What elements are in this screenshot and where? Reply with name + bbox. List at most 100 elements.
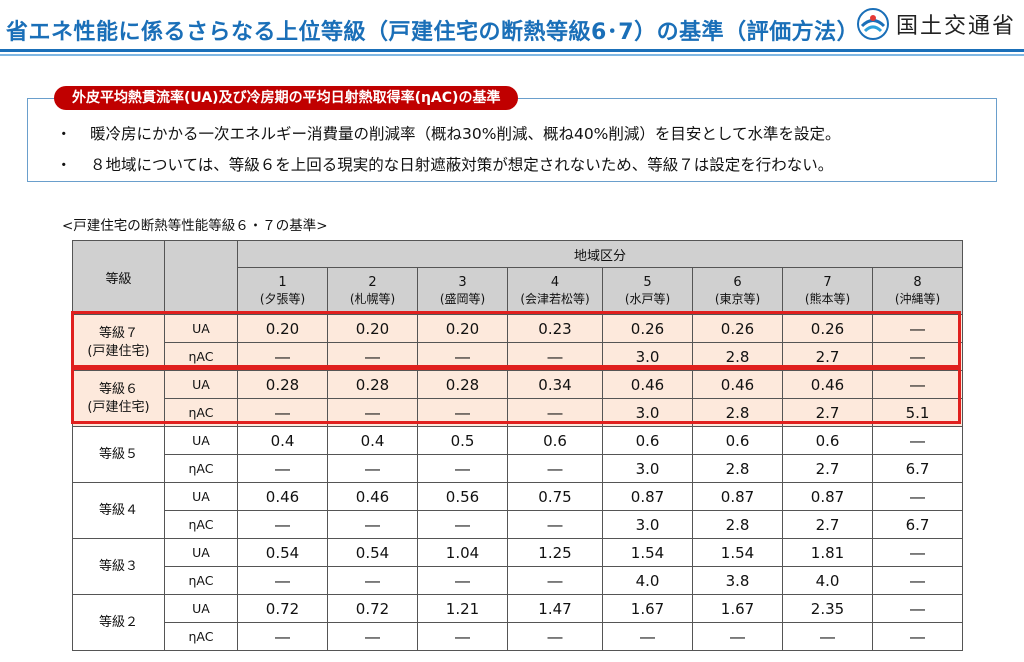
value-cell: 6.7 <box>871 454 964 483</box>
value-cell: 0.26 <box>782 314 873 343</box>
region-number: 8 <box>913 275 922 290</box>
metric-label: UA <box>164 426 238 455</box>
value-cell: 0.4 <box>327 426 418 455</box>
table-row: ηAC ― ― ― ― 3.0 2.8 2.7 ― <box>73 342 964 371</box>
value-cell: ― <box>327 566 418 595</box>
metric-label: ηAC <box>164 510 238 539</box>
value-cell: ― <box>602 622 693 651</box>
value-cell: 2.7 <box>782 454 873 483</box>
grade-name: 等級４ <box>98 502 138 518</box>
page-title: 省エネ性能に係るさらなる上位等級（戸建住宅の断熱等級6･7）の基準（評価方法） <box>6 20 860 45</box>
table-row: ηAC ― ― ― ― ― ― ― ― <box>73 622 964 651</box>
region-city: (盛岡等) <box>439 292 486 306</box>
value-cell: ― <box>237 566 328 595</box>
value-cell: 0.6 <box>692 426 783 455</box>
header-region-7: 7 (熊本等) <box>782 267 873 315</box>
grade-name: 等級６ <box>98 381 138 397</box>
title-rule <box>0 49 1024 52</box>
value-cell: 0.28 <box>327 370 418 399</box>
value-cell: 6.7 <box>871 510 964 539</box>
value-cell: 0.6 <box>602 426 693 455</box>
metric-label: ηAC <box>164 342 238 371</box>
value-cell: 2.8 <box>692 398 783 427</box>
value-cell: ― <box>327 342 418 371</box>
value-cell: 1.67 <box>692 594 783 623</box>
value-cell: ― <box>871 622 964 651</box>
value-cell: ― <box>507 510 603 539</box>
value-cell: 0.54 <box>327 538 418 567</box>
value-cell: ― <box>417 342 508 371</box>
value-cell: ― <box>871 538 964 567</box>
table-row: 等級２ UA 0.72 0.72 1.21 1.47 1.67 1.67 2.35 ― <box>72 594 964 651</box>
grade-name: 等級３ <box>98 558 138 574</box>
value-cell: 1.54 <box>602 538 693 567</box>
value-cell: ― <box>782 622 873 651</box>
value-cell: ― <box>507 342 603 371</box>
value-cell: ― <box>692 622 783 651</box>
value-cell: 0.20 <box>417 314 508 343</box>
table-row: 等級４ UA 0.46 0.46 0.56 0.75 0.87 0.87 0.87 ― <box>72 482 964 539</box>
value-cell: 3.0 <box>602 342 693 371</box>
value-cell: 2.8 <box>692 454 783 483</box>
value-cell: 0.20 <box>327 314 418 343</box>
value-cell: 3.0 <box>602 398 693 427</box>
value-cell: 1.47 <box>507 594 603 623</box>
region-city: (夕張等) <box>259 292 306 306</box>
value-cell: 0.23 <box>507 314 603 343</box>
grade-cell: 等級２ <box>72 594 165 651</box>
region-city: (熊本等) <box>804 292 851 306</box>
value-cell: 2.8 <box>692 342 783 371</box>
region-city: (札幌等) <box>349 292 396 306</box>
value-cell: 2.35 <box>782 594 873 623</box>
table-row: ηAC ― ― ― ― 3.0 2.8 2.7 6.7 <box>73 510 964 539</box>
value-cell: 4.0 <box>602 566 693 595</box>
metric-label: UA <box>164 538 238 567</box>
bullet-item: ・暖冷房にかかる一次エネルギー消費量の削減率（概ね30%削減、概ね40%削減）を… <box>56 122 840 144</box>
value-cell: ― <box>417 622 508 651</box>
region-number: 5 <box>643 275 652 290</box>
table-row: 等級５ UA 0.4 0.4 0.5 0.6 0.6 0.6 0.6 ― <box>72 426 964 483</box>
region-number: 2 <box>368 275 377 290</box>
value-cell: 1.21 <box>417 594 508 623</box>
header-region-5: 5 (水戸等) <box>602 267 693 315</box>
value-cell: 0.72 <box>237 594 328 623</box>
value-cell: 0.46 <box>327 482 418 511</box>
value-cell: 0.26 <box>602 314 693 343</box>
region-city: (東京等) <box>714 292 761 306</box>
bullet-text: ８地域については、等級６を上回る現実的な日射遮蔽対策が想定されないため、等級７は… <box>90 156 834 174</box>
value-cell: ― <box>237 510 328 539</box>
title-rule-light <box>0 54 1024 56</box>
header-region-4: 4 (会津若松等) <box>507 267 603 315</box>
value-cell: 1.81 <box>782 538 873 567</box>
grade-name: 等級５ <box>98 446 138 462</box>
value-cell: 2.7 <box>782 342 873 371</box>
grade-note: (戸建住宅) <box>87 399 150 415</box>
metric-label: UA <box>164 594 238 623</box>
value-cell: ― <box>871 566 964 595</box>
header-region-8: 8 (沖縄等) <box>871 267 964 315</box>
value-cell: ― <box>507 454 603 483</box>
value-cell: 2.8 <box>692 510 783 539</box>
value-cell: ― <box>237 454 328 483</box>
header-region-3: 3 (盛岡等) <box>417 267 508 315</box>
value-cell: ― <box>237 342 328 371</box>
header-grade: 等級 <box>72 240 165 315</box>
value-cell: 0.56 <box>417 482 508 511</box>
value-cell: ― <box>327 622 418 651</box>
region-number: 3 <box>458 275 467 290</box>
value-cell: 0.87 <box>692 482 783 511</box>
grade-table: 等級 地域区分 1 (夕張等) 2 (札幌等) 3 (盛岡等) 4 (会津若松等) 5 (水戸等)… <box>72 240 964 651</box>
criteria-tab: 外皮平均熱貫流率(UA)及び冷房期の平均日射熱取得率(ηAC)の基準 <box>54 86 519 110</box>
header-region-2: 2 (札幌等) <box>327 267 418 315</box>
value-cell: ― <box>871 370 964 399</box>
value-cell: ― <box>871 482 964 511</box>
value-cell: ― <box>871 594 964 623</box>
bullet-mark: ・ <box>56 125 72 143</box>
grade-cell: 等級６ (戸建住宅) <box>72 370 165 427</box>
value-cell: 0.46 <box>782 370 873 399</box>
header-metric <box>164 240 238 315</box>
value-cell: ― <box>507 622 603 651</box>
value-cell: ― <box>417 454 508 483</box>
bullet-item: ・ ８地域については、等級６を上回る現実的な日射遮蔽対策が想定されないため、等級７… <box>56 153 833 175</box>
grade-name: 等級２ <box>98 614 138 630</box>
